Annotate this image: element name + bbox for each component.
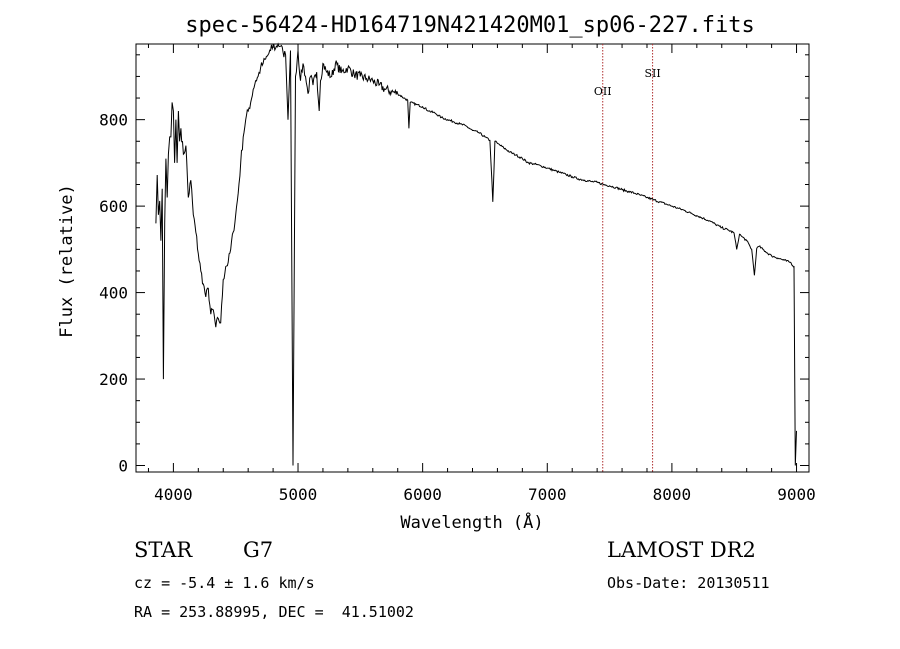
y-tick-label: 600 [99, 197, 128, 216]
line-annotations: OII SII [594, 44, 661, 472]
x-tick-label: 5000 [279, 485, 318, 504]
redshift-cz: cz = -5.4 ± 1.6 km/s [134, 574, 315, 592]
x-tick-label: 6000 [403, 485, 442, 504]
line-label: SII [644, 67, 660, 80]
object-subclass: G7 [243, 538, 274, 562]
x-tick-label: 9000 [777, 485, 816, 504]
survey-name: LAMOST DR2 [607, 538, 756, 562]
y-tick-label: 400 [99, 284, 128, 303]
chart-title: spec-56424-HD164719N421420M01_sp06-227.f… [185, 13, 755, 38]
coordinates: RA = 253.88995, DEC = 41.51002 [134, 603, 414, 621]
object-type: STAR [134, 538, 193, 562]
y-tick-label: 0 [118, 457, 128, 476]
x-tick-label: 4000 [154, 485, 193, 504]
y-tick-label: 200 [99, 370, 128, 389]
x-axis-label: Wavelength (Å) [400, 511, 543, 533]
x-tick-label: 8000 [653, 485, 692, 504]
y-axis-label: Flux (relative) [57, 184, 77, 338]
line-label: OII [594, 85, 612, 98]
axis-ticks: 4000 5000 6000 7000 8000 9000 0 200 400 600 800 [99, 44, 816, 504]
y-tick-label: 800 [99, 111, 128, 130]
spectrum-line [155, 42, 797, 466]
x-tick-label: 7000 [528, 485, 567, 504]
plot-frame [135, 43, 810, 473]
observation-date: Obs-Date: 20130511 [607, 574, 770, 592]
